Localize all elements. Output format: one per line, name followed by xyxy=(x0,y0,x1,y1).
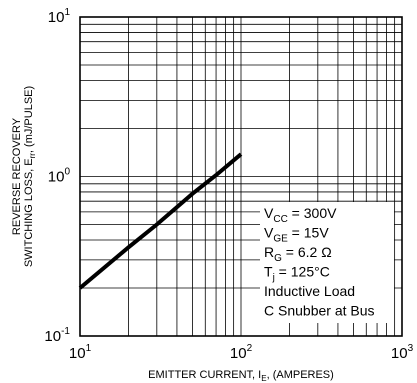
x-tick-label: 102 xyxy=(230,343,253,362)
series-line xyxy=(78,152,243,290)
plot-frame xyxy=(79,16,403,337)
annotation-line: C Snubber at Bus xyxy=(264,303,375,319)
x-axis-label: EMITTER CURRENT, IE, (AMPERES) xyxy=(148,369,334,383)
x-tick-labels: 101 102 103 xyxy=(69,343,414,362)
y-tick-label: 101 xyxy=(48,7,71,26)
y-tick-label: 100 xyxy=(48,167,71,186)
annotation-box xyxy=(260,202,394,323)
y-tick-label: 10-1 xyxy=(44,326,70,345)
y-axis-label-line1: REVERSE RECOVERY xyxy=(11,117,23,235)
x-tick-label: 103 xyxy=(391,343,414,362)
annotation-line: RG = 6.2 Ω xyxy=(264,244,332,264)
x-tick-label: 101 xyxy=(69,343,92,362)
y-axis-label-line2: SWITCHING LOSS, Err, (mJ/PULSE) xyxy=(23,86,37,267)
y-tick-labels: 101 100 10-1 xyxy=(44,7,70,345)
annotation-line: VCC = 300V xyxy=(264,205,337,225)
annotation-line: Tj = 125°C xyxy=(264,264,330,284)
y-axis-label: REVERSE RECOVERY SWITCHING LOSS, Err, (m… xyxy=(11,86,37,267)
data-points xyxy=(79,154,242,289)
annotation-line: Inductive Load xyxy=(264,283,355,299)
annotation-line: VGE = 15V xyxy=(264,225,329,245)
